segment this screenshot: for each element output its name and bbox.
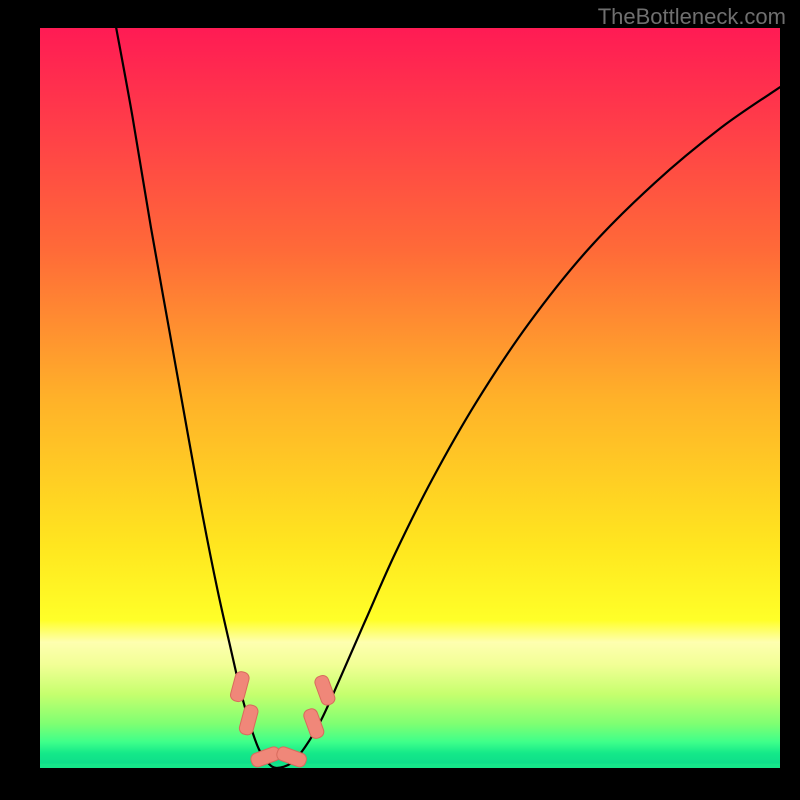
chart-frame: TheBottleneck.com (0, 0, 800, 800)
plot-svg (40, 28, 780, 768)
baseline (40, 764, 780, 768)
plot-area (40, 28, 780, 768)
watermark-text: TheBottleneck.com (598, 4, 786, 30)
gradient-background (40, 28, 780, 768)
